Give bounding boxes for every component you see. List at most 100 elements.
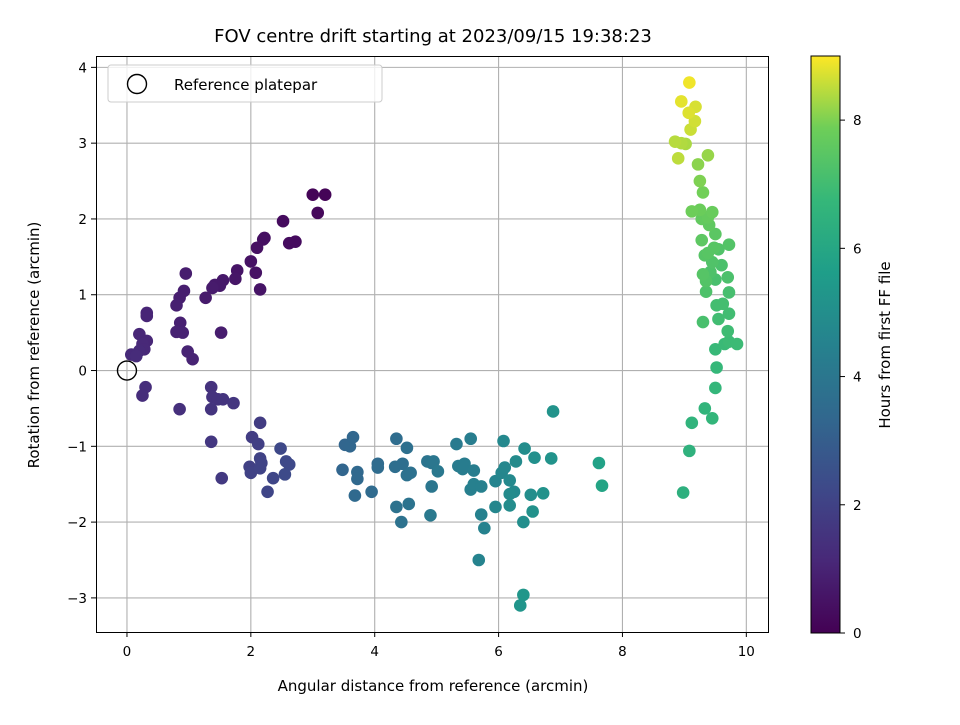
data-point [698, 402, 712, 415]
data-point [517, 588, 530, 602]
data-point [503, 487, 517, 501]
data-point [695, 233, 709, 247]
colorbar-tick-label: 4 [853, 370, 862, 386]
data-point [722, 238, 736, 252]
data-point [528, 451, 541, 464]
data-point [722, 286, 736, 299]
data-point [685, 416, 699, 430]
legend: Reference platepar [107, 64, 383, 103]
data-point [517, 515, 530, 529]
plot-frame [96, 56, 769, 633]
data-point [173, 402, 186, 416]
y-tick-label: −1 [67, 439, 87, 455]
data-point [464, 432, 478, 446]
data-point [526, 505, 539, 518]
data-point [253, 283, 267, 296]
chart-title: FOV centre drift starting at 2023/09/15 … [214, 26, 652, 47]
data-point [472, 553, 486, 567]
data-point [722, 307, 736, 320]
data-point [503, 474, 517, 487]
data-point [318, 188, 332, 201]
data-point [306, 188, 320, 201]
y-tick-label: 1 [78, 288, 87, 304]
data-point [427, 455, 440, 468]
data-point [685, 205, 699, 218]
data-point [336, 463, 349, 477]
data-point [683, 76, 696, 89]
data-point [696, 267, 710, 281]
y-tick-label: −3 [67, 591, 87, 607]
data-point [282, 458, 296, 471]
data-point [251, 437, 265, 451]
data-point [214, 326, 228, 339]
data-point [696, 186, 710, 199]
data-point [204, 402, 218, 416]
x-tick-label: 0 [123, 644, 132, 660]
y-tick-label: −2 [67, 515, 87, 531]
data-point [595, 479, 609, 493]
data-point [544, 452, 558, 465]
data-point [216, 393, 230, 406]
data-point [503, 499, 517, 512]
data-point [204, 435, 218, 449]
data-point [282, 236, 296, 250]
colorbar-tick-label: 2 [853, 498, 862, 514]
colorbar-tick-label: 8 [853, 113, 862, 129]
data-point [691, 158, 705, 171]
data-point [546, 405, 560, 418]
data-point [129, 349, 143, 363]
data-point [266, 471, 280, 485]
data-point [170, 299, 183, 312]
data-point [513, 599, 527, 612]
data-point [249, 266, 263, 280]
x-tick-label: 4 [370, 644, 379, 660]
data-point [474, 480, 488, 493]
data-point [215, 471, 229, 485]
data-point [186, 352, 199, 366]
data-point [709, 343, 722, 356]
data-point [365, 485, 378, 499]
x-tick-label: 8 [618, 644, 627, 660]
data-point [709, 227, 722, 241]
data-point [390, 500, 403, 514]
colorbar-label: Hours from first FF file [876, 261, 894, 428]
colorbar-ticks: 0 2 4 6 8 [840, 113, 862, 642]
data-point [699, 285, 713, 299]
data-point [229, 272, 242, 286]
data-point [170, 325, 183, 339]
data-point [450, 437, 463, 451]
data-point [705, 205, 719, 219]
data-point [498, 461, 512, 474]
colorbar-tick-label: 6 [853, 241, 862, 257]
data-point [424, 508, 437, 522]
axis-ticks: 0 2 4 6 8 10 −3 −2 −1 0 1 2 3 4 [67, 60, 755, 660]
data-point [199, 291, 212, 305]
data-point [431, 465, 445, 478]
data-point [674, 95, 688, 108]
y-tick-label: 0 [78, 364, 87, 380]
legend-box [107, 64, 383, 103]
data-point [671, 152, 685, 165]
colorbar-tick-label: 0 [853, 626, 862, 642]
data-point [250, 241, 264, 255]
data-point [274, 442, 287, 455]
y-tick-label: 3 [78, 136, 87, 152]
data-point [730, 337, 744, 351]
data-point [311, 206, 325, 220]
data-point [705, 411, 719, 425]
data-point [676, 486, 690, 499]
data-point [518, 442, 531, 455]
y-tick-label: 2 [78, 212, 87, 228]
y-tick-label: 4 [78, 60, 87, 76]
data-point [592, 456, 606, 470]
data-point [136, 389, 149, 402]
data-point [140, 309, 154, 323]
data-point [278, 468, 292, 481]
x-tick-label: 10 [738, 644, 755, 660]
grid-lines [96, 56, 768, 632]
data-point [253, 416, 267, 430]
data-point [396, 457, 409, 471]
data-point [404, 466, 417, 480]
